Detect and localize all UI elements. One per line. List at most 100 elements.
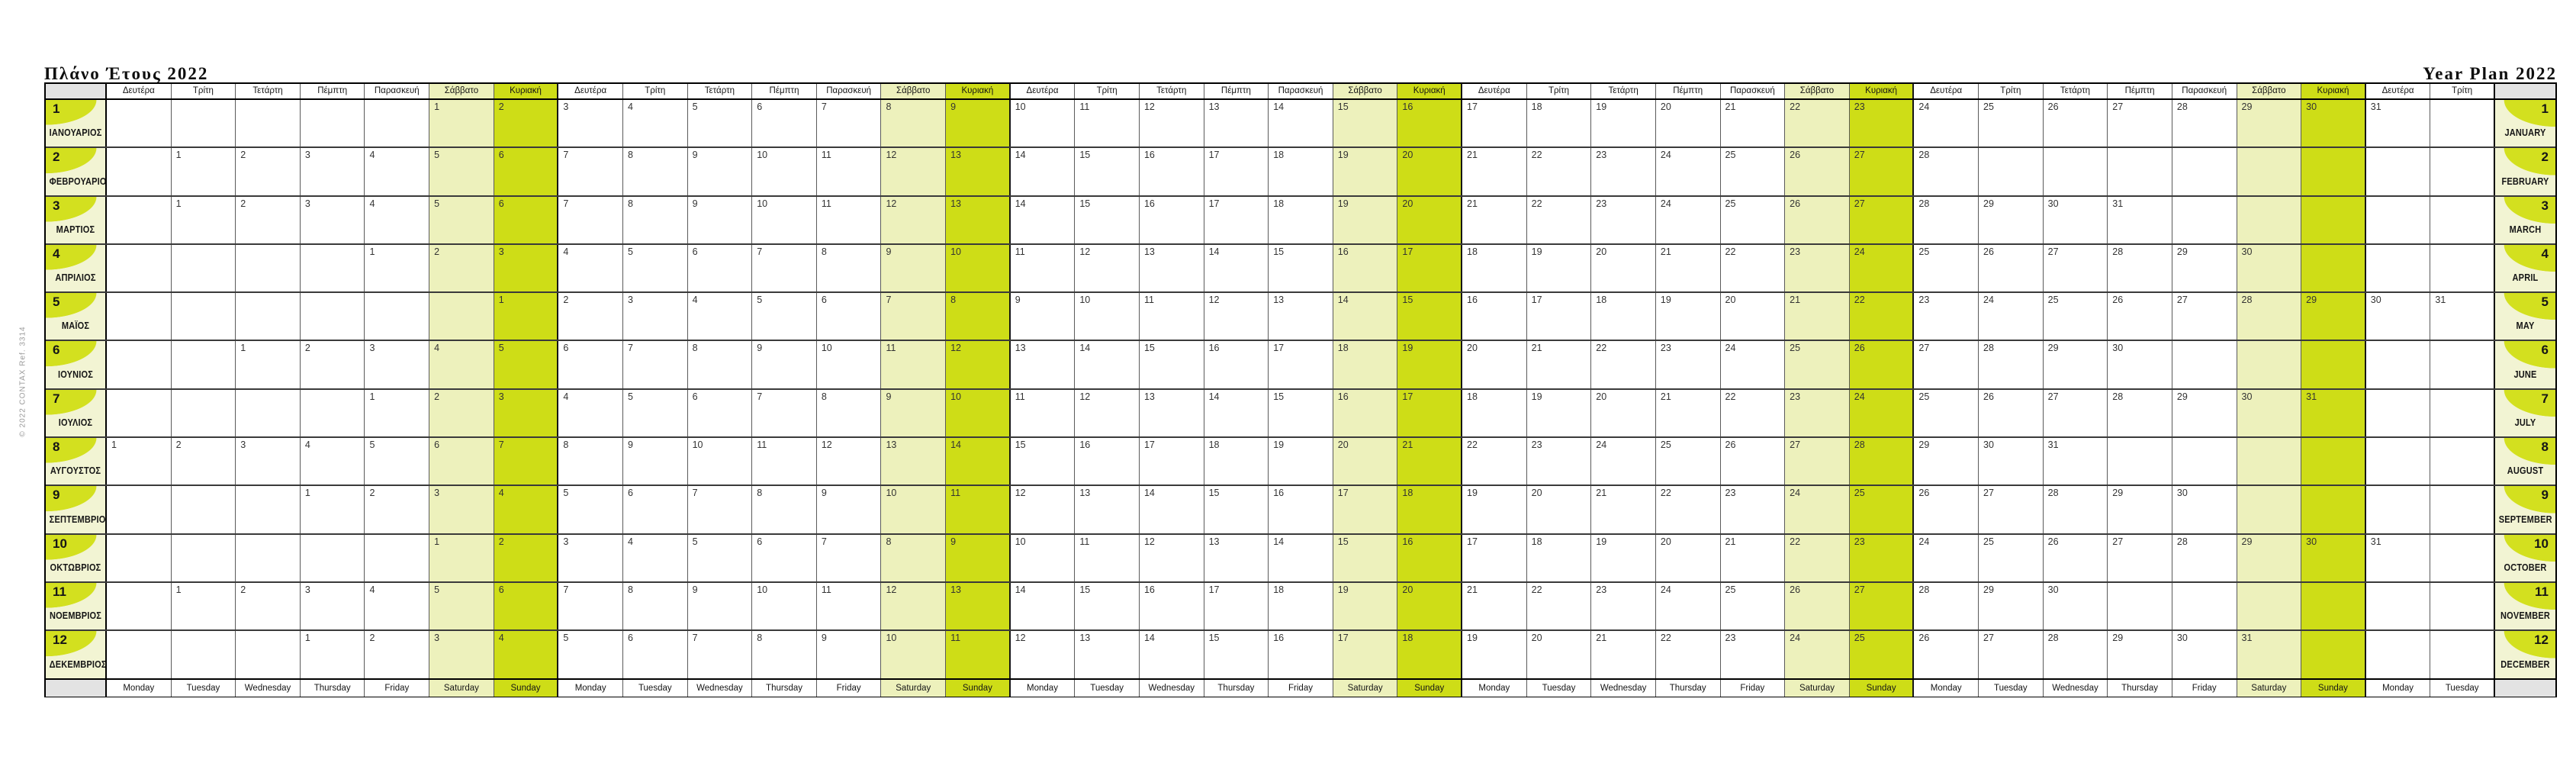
day-cell — [2430, 389, 2495, 437]
day-number: 22 — [1531, 150, 1542, 161]
month-name-greek: ΣΕΠΤΕΜΒΡΙΟΣ — [49, 513, 107, 525]
day-number: 4 — [563, 246, 569, 257]
day-cell: 17 — [1397, 389, 1463, 437]
year-planner-grid: Δευτέρα Τρίτη Τετάρτη Πέμπτη Παρασκευή Σάββατ… — [44, 82, 2557, 697]
day-cell: 23 — [1526, 438, 1592, 485]
month-number: 9 — [2541, 488, 2549, 503]
day-cell: 12 — [816, 438, 882, 485]
day-cell: 3 — [429, 486, 494, 533]
day-cell: 25 — [1979, 534, 2044, 581]
day-number: 30 — [2112, 343, 2124, 354]
month-row: 3 ΜΑΡΤΙΟΣ 1 2 3 4 5 6 7 8 9 10 11 12 13 14 15 16 17 18 19 20 2… — [46, 196, 2555, 245]
month-cell-left: 8 ΑΥΓΟΥΣΤΟΣ — [46, 438, 107, 485]
day-number: 8 — [886, 536, 892, 547]
day-number: 23 — [1596, 198, 1607, 209]
day-cell: 28 — [1914, 196, 1979, 243]
day-cell: 5 — [494, 341, 559, 388]
weekday-header-cell: Τρίτη — [1075, 84, 1140, 98]
day-number: 7 — [757, 246, 763, 257]
day-number: 26 — [2047, 101, 2059, 112]
month-name-english: SEPTEMBER — [2498, 513, 2552, 525]
day-number: 4 — [498, 633, 504, 644]
day-number: 4 — [627, 101, 633, 112]
day-cell — [171, 100, 236, 147]
day-number: 23 — [1790, 391, 1801, 402]
day-cell: 15 — [1139, 341, 1204, 388]
day-number: 9 — [886, 391, 892, 402]
day-cell: 15 — [1333, 100, 1398, 147]
day-number: 29 — [1983, 198, 1994, 209]
month-name-english: AUGUST — [2507, 465, 2544, 477]
day-cell — [2301, 244, 2366, 292]
day-number: 12 — [1143, 536, 1155, 547]
month-number: 1 — [2541, 101, 2549, 116]
day-cell: 24 — [1655, 196, 1721, 243]
month-name-greek: ΙΟΥΝΙΟΣ — [57, 369, 94, 380]
day-number: 28 — [2047, 633, 2059, 644]
day-number: 21 — [1402, 439, 1413, 451]
day-number: 15 — [1337, 101, 1349, 112]
day-cell: 15 — [1075, 582, 1140, 630]
month-cell-left: 2 ΦΕΒΡΟΥΑΡΙΟΣ — [46, 148, 107, 195]
day-number: 9 — [950, 101, 957, 112]
month-name-greek: ΟΚΤΩΒΡΙΟΣ — [50, 562, 101, 573]
day-number: 24 — [1983, 295, 1994, 306]
weekday-header-cell: Δευτέρα — [1462, 84, 1527, 98]
day-cell: 28 — [2043, 486, 2108, 533]
day-cell: 4 — [365, 196, 430, 243]
day-cell — [2430, 148, 2495, 195]
day-cell: 14 — [1139, 486, 1204, 533]
day-cell: 7 — [558, 196, 623, 243]
day-number: 28 — [2047, 488, 2059, 499]
day-number: 3 — [304, 198, 310, 209]
day-number: 8 — [627, 150, 633, 161]
day-cell: 25 — [1914, 244, 1979, 292]
month-name-english: NOVEMBER — [2500, 610, 2550, 622]
weekday-footer-cell: Saturday — [1333, 679, 1398, 697]
day-number: 5 — [627, 246, 633, 257]
day-number: 7 — [886, 295, 892, 306]
day-number: 21 — [1725, 101, 1736, 112]
weekday-header-cell: Τρίτη — [1979, 84, 2044, 98]
day-cell: 3 — [300, 148, 365, 195]
day-number: 20 — [1531, 488, 1542, 499]
day-cell: 2 — [494, 534, 559, 581]
day-number: 23 — [1596, 150, 1607, 161]
day-number: 1 — [175, 150, 182, 161]
day-number: 16 — [1402, 101, 1413, 112]
day-cell: 13 — [881, 438, 947, 485]
day-number: 2 — [240, 198, 246, 209]
day-number: 10 — [757, 198, 768, 209]
day-number: 15 — [1273, 391, 1285, 402]
day-cell: 17 — [1269, 341, 1333, 388]
day-number: 12 — [1208, 295, 1220, 306]
weekday-footer-cell: Saturday — [2237, 679, 2302, 697]
day-cell: 1 — [494, 293, 559, 340]
day-cell: 19 — [1526, 244, 1592, 292]
day-number: 8 — [950, 295, 957, 306]
day-number: 2 — [240, 150, 246, 161]
day-cell: 4 — [365, 582, 430, 630]
day-number: 25 — [1918, 391, 1930, 402]
day-number: 24 — [1660, 584, 1671, 595]
day-cell — [2430, 631, 2495, 678]
day-cell: 4 — [687, 293, 753, 340]
day-number: 14 — [1273, 101, 1285, 112]
day-cell: 25 — [2043, 293, 2108, 340]
day-cell — [2430, 534, 2495, 581]
month-name-greek: ΜΑΡΤΙΟΣ — [56, 224, 95, 235]
day-number: 10 — [886, 488, 897, 499]
weekday-footer-cell: Wednesday — [2043, 679, 2108, 697]
weekday-header-cell: Σάββατο — [881, 84, 947, 98]
day-number: 7 — [692, 633, 698, 644]
day-cell: 21 — [1720, 534, 1786, 581]
day-cell: 30 — [2237, 389, 2302, 437]
day-number: 24 — [1790, 488, 1801, 499]
day-cell — [236, 486, 301, 533]
day-cell: 26 — [1720, 438, 1786, 485]
month-number: 2 — [53, 150, 60, 165]
day-cell: 30 — [2172, 486, 2237, 533]
day-number: 31 — [2370, 101, 2381, 112]
day-cell — [236, 244, 301, 292]
day-cell: 8 — [881, 534, 947, 581]
